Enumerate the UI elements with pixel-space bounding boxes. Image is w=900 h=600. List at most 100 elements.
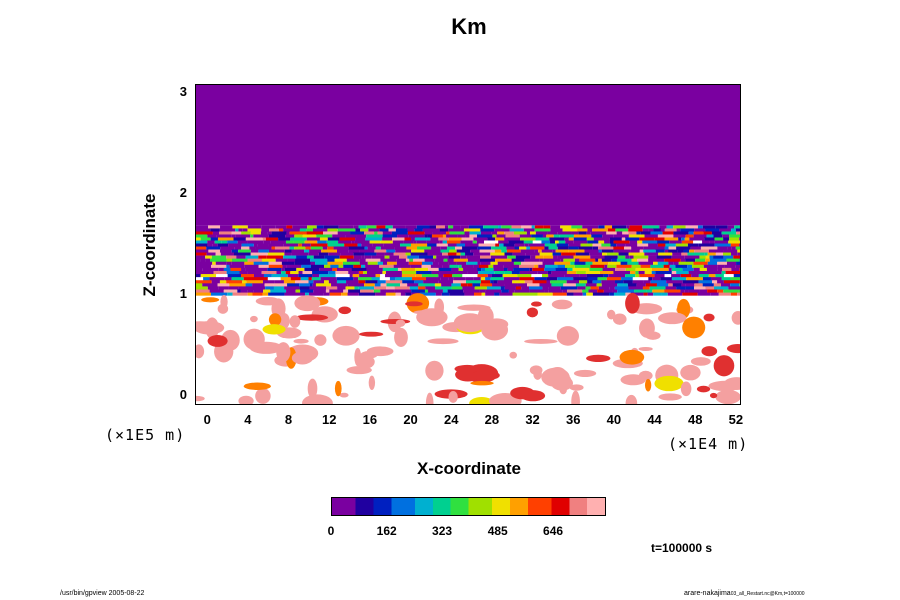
y-tick-label: 2 [179, 185, 187, 201]
field-cell [431, 246, 441, 251]
field-cell [389, 277, 396, 281]
field-cell [585, 283, 597, 287]
field-cell [363, 270, 367, 275]
y-tick-label: 0 [179, 386, 187, 402]
field-cell [506, 249, 521, 254]
field-cell [418, 255, 434, 260]
field-cell [347, 292, 359, 297]
field-cell [563, 258, 575, 263]
field-cell [438, 261, 449, 266]
field-cell [723, 255, 734, 260]
field-cell [693, 267, 700, 272]
field-cell [469, 234, 478, 238]
field-cell [508, 289, 515, 294]
field-cell [244, 261, 254, 266]
field-cell [436, 255, 449, 260]
field-cell [681, 283, 686, 287]
field-cell [315, 283, 332, 287]
field-cell [358, 225, 367, 229]
field-patch [332, 325, 360, 346]
field-cell [411, 249, 425, 254]
field-cell [539, 252, 553, 257]
field-patch [339, 392, 349, 398]
field-cell [284, 252, 292, 257]
field-patch [586, 354, 611, 362]
field-cell [642, 286, 650, 290]
field-patch [395, 319, 406, 327]
field-cell [468, 225, 484, 229]
field-cell [332, 234, 346, 238]
field-cell [467, 270, 479, 275]
field-cell [730, 243, 740, 248]
field-cell [375, 246, 381, 251]
field-cell [294, 246, 306, 251]
field-cell [625, 255, 630, 260]
field-cell [232, 225, 248, 229]
field-cell [206, 246, 221, 251]
field-cell [449, 264, 459, 269]
field-patch [726, 344, 740, 354]
field-cell [229, 264, 245, 269]
field-cell [480, 231, 486, 235]
field-cell [332, 267, 337, 272]
field-cell [529, 289, 545, 294]
field-cell [652, 277, 661, 281]
field-cell [491, 231, 498, 235]
field-cell [602, 234, 614, 238]
field-cell [487, 237, 496, 241]
field-cell [364, 255, 372, 260]
field-cell [678, 261, 694, 266]
field-patch [682, 316, 706, 339]
field-cell [290, 237, 307, 241]
field-cell [210, 237, 218, 241]
field-cell [513, 231, 527, 235]
field-cell [681, 252, 688, 257]
field-patch [196, 344, 205, 359]
y-tick-label: 1 [179, 285, 187, 301]
field-cell [713, 255, 724, 260]
field-cell [440, 249, 450, 254]
field-cell [586, 237, 594, 241]
field-cell [602, 267, 616, 272]
field-patch [471, 370, 500, 381]
field-cell [693, 234, 707, 238]
field-cell [392, 237, 405, 241]
field-cell [456, 252, 461, 257]
field-patch [250, 315, 258, 323]
field-cell [285, 234, 295, 238]
field-cell [512, 280, 525, 284]
field-cell [524, 258, 540, 263]
field-cell [402, 280, 415, 284]
field-cell [252, 283, 265, 287]
field-cell [380, 240, 393, 244]
field-cell [418, 286, 426, 290]
field-cell [736, 261, 740, 266]
field-cell [294, 234, 303, 238]
x-tick-label: 24 [443, 412, 459, 427]
field-cell [507, 267, 514, 272]
field-cell [478, 270, 495, 275]
field-cell [578, 231, 587, 235]
field-patch [612, 313, 627, 325]
field-patch [531, 301, 542, 307]
field-cell [527, 283, 540, 287]
field-cell [308, 292, 324, 297]
field-cell [587, 228, 593, 232]
field-cell [649, 286, 666, 290]
field-cell [490, 252, 505, 257]
y-tick-label: 3 [179, 84, 187, 100]
field-cell [573, 234, 579, 238]
field-cell [698, 243, 715, 248]
field-cell [519, 234, 532, 238]
field-cell [309, 286, 327, 290]
footer-right: arare-nakajima03_all_Restart.nc@Km,t=100… [684, 590, 805, 597]
field-cell [539, 283, 552, 287]
field-cell [729, 234, 740, 238]
field-cell [250, 249, 259, 254]
field-cell [648, 255, 657, 260]
field-cell [529, 267, 533, 272]
field-cell [433, 255, 437, 260]
field-cell [384, 252, 394, 257]
field-cell [626, 225, 630, 229]
field-cell [304, 240, 318, 244]
